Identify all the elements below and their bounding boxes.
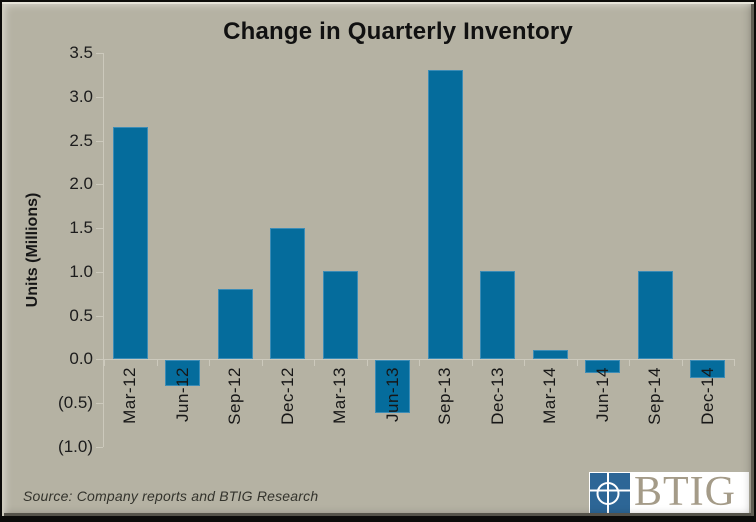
x-tick-label: Sep-13 (435, 367, 454, 425)
bar-Dec-14 (690, 360, 725, 378)
y-tick-mark (96, 359, 103, 360)
x-tick-label: Sep-12 (225, 367, 244, 425)
btig-wordmark: BTIG (634, 469, 736, 515)
x-tick-mark (209, 359, 210, 366)
bar-Jun-13 (375, 360, 410, 413)
bar-Jun-14 (585, 360, 620, 373)
y-tick-mark (96, 316, 103, 317)
y-tick-label: 3.0 (69, 87, 93, 106)
bar-Dec-13 (480, 271, 515, 359)
x-tick-mark (262, 359, 263, 366)
bar-Sep-13 (428, 70, 463, 359)
x-tick-label: Jun-12 (173, 367, 192, 422)
x-axis-line (103, 359, 734, 360)
y-tick-mark (96, 228, 103, 229)
bar-Mar-12 (113, 127, 148, 359)
x-tick-mark (524, 359, 525, 366)
bar-Mar-14 (533, 350, 568, 359)
x-tick-label: Dec-12 (278, 367, 297, 425)
y-tick-mark (96, 97, 103, 98)
source-note: Source: Company reports and BTIG Researc… (23, 488, 319, 504)
y-tick-label: 2.5 (69, 131, 93, 150)
y-tick-label: 0.0 (69, 349, 93, 368)
x-tick-label: Dec-14 (698, 367, 717, 425)
x-tick-label: Jun-13 (383, 367, 402, 422)
y-tick-label: (0.5) (58, 393, 93, 412)
x-tick-mark (734, 359, 735, 366)
y-tick-label: (1.0) (58, 437, 93, 456)
y-tick-mark (96, 403, 103, 404)
x-tick-mark (419, 359, 420, 366)
x-tick-label: Jun-14 (593, 367, 612, 422)
y-tick-mark (96, 272, 103, 273)
x-tick-label: Mar-13 (330, 367, 349, 424)
x-tick-label: Dec-13 (488, 367, 507, 425)
x-tick-mark (367, 359, 368, 366)
bar-Sep-14 (638, 271, 673, 359)
x-tick-label: Sep-14 (645, 367, 664, 425)
y-tick-mark (96, 53, 103, 54)
x-tick-mark (629, 359, 630, 366)
bar-Jun-12 (165, 360, 200, 386)
x-tick-mark (472, 359, 473, 366)
y-tick-mark (96, 141, 103, 142)
x-tick-label: Mar-12 (120, 367, 139, 424)
bar-Mar-13 (323, 271, 358, 359)
bar-Sep-12 (218, 289, 253, 359)
y-tick-label: 0.5 (69, 306, 93, 325)
y-tick-label: 2.0 (69, 174, 93, 193)
x-tick-mark (314, 359, 315, 366)
y-axis-line (103, 53, 104, 447)
y-tick-label: 1.0 (69, 262, 93, 281)
x-tick-mark (157, 359, 158, 366)
x-tick-mark (577, 359, 578, 366)
chart-title: Change in Quarterly Inventory (223, 18, 573, 45)
y-tick-label: 1.5 (69, 218, 93, 237)
x-tick-label: Mar-14 (540, 367, 559, 424)
y-tick-label: 3.5 (69, 43, 93, 62)
x-tick-mark (104, 359, 105, 366)
y-tick-mark (96, 184, 103, 185)
x-tick-mark (682, 359, 683, 366)
y-tick-mark (96, 447, 103, 448)
btig-logo: BTIG (589, 469, 749, 515)
btig-globe-crosshair-icon (590, 473, 630, 513)
bar-Dec-12 (270, 228, 305, 359)
